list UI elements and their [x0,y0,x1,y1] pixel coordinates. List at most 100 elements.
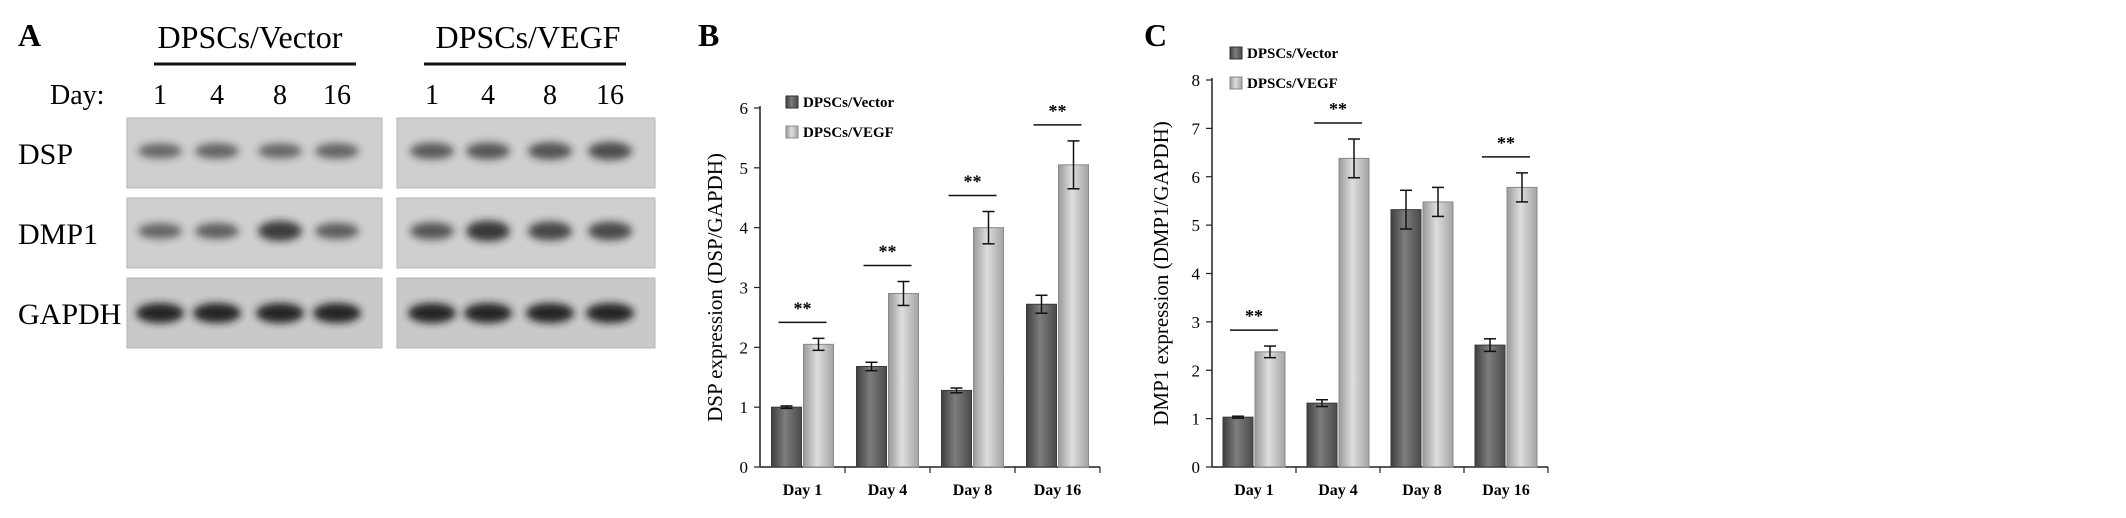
panel-c-y-tick-label-5: 5 [1192,216,1201,235]
panel-c-bar-vector-2 [1306,402,1338,468]
blot-band-dsp-vector-day8 [258,143,302,159]
panel-b-x-tick-label-4: Day 16 [1034,482,1082,499]
panel-c-legend-label-vector: DPSCs/Vector [1247,46,1338,62]
panel-b-bar-vector-1 [771,406,802,468]
blot-band-dmp1-vegf-day1 [410,222,454,240]
blot-band-dmp1-vector-day1 [138,223,182,239]
panel-c-error-bar-vegf-2 [1348,138,1360,179]
panel-c-y-tick-label-6: 6 [1192,168,1201,187]
panel-c-bar-vector-1 [1222,416,1254,468]
blot-band-gapdh-vector-day8 [256,303,304,323]
panel-c-error-bar-vector-1 [1232,415,1244,419]
panel-b-bar-vector-3 [941,389,972,468]
panel-c-y-tick-label-0: 0 [1192,458,1201,477]
blot-band-dmp1-vegf-day8 [528,221,572,241]
day-number-vector-1: 1 [153,80,167,111]
panel-b-y-tick-label-6: 6 [740,99,749,118]
panel-b-bar-vector-4 [1026,303,1057,468]
panel-b-bar-vegf-2 [888,292,919,468]
panel-c-x-tick-label-3: Day 8 [1402,482,1442,499]
panel-c-legend-label-vegf: DPSCs/VEGF [1247,76,1338,92]
blot-row-label-gapdh: GAPDH [18,298,121,331]
panel-c-y-tick-label-7: 7 [1192,119,1201,138]
panel-b-legend-swatch-vegf [785,125,799,139]
panel-c-bar-vector-3 [1390,209,1422,468]
day-number-vegf-8: 8 [543,80,557,111]
panel-b-significance-3: ** [964,172,982,192]
panel-b-legend-swatch-vector [785,95,799,109]
panel-b-y-tick-label-1: 1 [740,398,749,417]
blot-rows: DSP DMP1 GAPDH [18,117,656,349]
panel-b-y-tick-label-5: 5 [740,159,749,178]
panel-c-error-bar-vegf-4 [1516,172,1528,203]
panel-c-y-tick-label-1: 1 [1192,410,1201,429]
panel-b-y-axis-label: DSP expression (DSP/GAPDH) [703,153,727,422]
day-numbers: 1 1 4 4 8 8 16 16 [153,80,624,111]
blot-band-gapdh-vegf-day16 [586,303,634,323]
panel-b-error-bar-vector-4 [1035,294,1048,314]
panel-c-x-tick-label-1: Day 1 [1234,482,1274,499]
panel-b-y-tick-label-0: 0 [740,458,749,477]
blot-band-gapdh-vegf-day8 [526,303,574,323]
blot-band-gapdh-vector-day1 [136,303,184,323]
group-label-vector: DPSCs/Vector [158,19,343,55]
blot-band-dsp-vegf-day1 [410,142,454,160]
day-number-vegf-4: 4 [481,80,495,111]
blot-band-dsp-vegf-day16 [588,141,632,161]
panel-b-x-tick-label-2: Day 4 [868,482,908,499]
panel-b-bar-vector-2 [856,365,887,468]
panel-b-error-bar-vegf-3 [982,210,995,245]
panel-c-y-axis-label: DMP1 expression (DMP1/GAPDH) [1149,121,1173,426]
panel-c-significance-1: ** [1245,306,1263,326]
blot-band-gapdh-vegf-day4 [464,303,512,323]
blot-band-dsp-vector-day16 [315,143,359,159]
panel-c-y-tick-label-2: 2 [1192,361,1201,380]
panel-b-error-bar-vector-2 [865,361,878,372]
blot-band-dmp1-vector-day16 [315,222,359,240]
panel-b-bar-vegf-3 [973,227,1004,468]
panel-a-label: A [18,17,41,53]
panel-c-significance-4: ** [1497,133,1515,153]
blot-band-dsp-vector-day1 [138,143,182,159]
panel-b-bar-vegf-1 [803,343,834,468]
panel-b-x-tick-label-3: Day 8 [953,482,993,499]
panel-c-y-tick-label-4: 4 [1192,265,1201,284]
panel-c-legend-swatch-vegf [1229,76,1243,90]
panel-b-error-bar-vegf-1 [812,337,825,352]
panel-b-y-tick-label-4: 4 [740,219,749,238]
panel-b-label: B [698,17,719,53]
panel-c-x-tick-label-2: Day 4 [1318,482,1358,499]
panel-b-y-tick-label-3: 3 [740,279,749,298]
panel-b-significance-4: ** [1049,101,1067,121]
blot-band-dmp1-vegf-day16 [588,221,632,241]
blot-band-dmp1-vegf-day4 [466,220,510,242]
panel-c-error-bar-vector-4 [1484,338,1496,353]
panel-b-error-bar-vector-1 [780,405,793,410]
blot-band-gapdh-vegf-day1 [408,303,456,323]
panel-a-western-blot: A DPSCs/Vector DPSCs/VEGF Day: 1 14 48 816 1… [18,17,656,349]
day-number-vector-4: 4 [210,80,224,111]
panel-c-error-bar-vector-3 [1400,189,1412,230]
panel-c-error-bar-vector-2 [1316,399,1328,408]
panel-b-dsp-chart: B DSP expression (DSP/GAPDH) 0 1 2 3 4 5 6 Day 1… [698,17,1101,499]
panel-c-bar-vegf-4 [1506,186,1538,468]
panel-c-legend-swatch-vector [1229,46,1243,60]
day-number-vector-16: 16 [323,80,351,111]
panel-b-significance-2: ** [879,242,897,262]
blot-band-dsp-vector-day4 [195,143,239,159]
blot-band-dmp1-vector-day4 [195,223,239,239]
panel-b-y-tick-label-2: 2 [740,338,749,357]
panel-c-error-bar-vegf-3 [1432,186,1444,218]
panel-c-dmp1-chart: C DMP1 expression (DMP1/GAPDH) 0 1 2 3 4 5 6 7 8 D… [1144,17,1549,499]
panel-c-bar-vegf-2 [1338,157,1370,468]
blot-band-gapdh-vector-day16 [313,303,361,323]
panel-b-legend-label-vector: DPSCs/Vector [803,95,894,111]
panel-c-y-tick-label-3: 3 [1192,313,1201,332]
panel-c-bar-vector-4 [1474,344,1506,468]
panel-b-legend-label-vegf: DPSCs/VEGF [803,125,894,141]
panel-c-y-tick-label-8: 8 [1192,71,1201,90]
blot-band-dmp1-vector-day8 [258,220,302,242]
day-number-vector-8: 8 [273,80,287,111]
blot-row-label-dsp: DSP [18,138,73,171]
panel-b-error-bar-vegf-2 [897,280,910,307]
